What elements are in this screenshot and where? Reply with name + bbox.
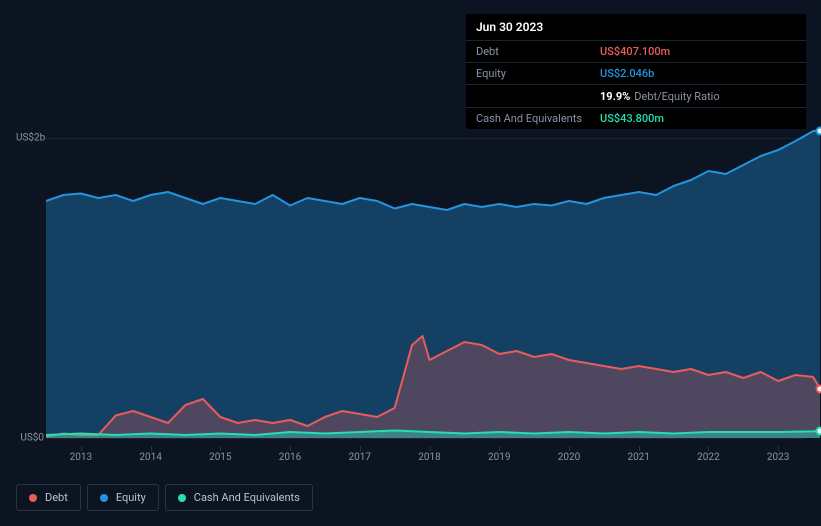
tooltip-row-value: US$2.046b xyxy=(600,67,654,80)
tooltip-row-label: Debt xyxy=(476,45,600,58)
x-axis-label: 2017 xyxy=(349,452,371,463)
chart-plot-area[interactable] xyxy=(46,138,820,438)
tooltip-row-value: US$407.100m xyxy=(600,45,670,58)
chart-svg xyxy=(46,138,820,438)
x-axis: 2013 2014 2015 2016 2017 2018 2019 2020 2021 2022… xyxy=(46,446,820,466)
tooltip-row: DebtUS$407.100m xyxy=(466,41,806,63)
tooltip-date: Jun 30 2023 xyxy=(466,14,806,41)
x-axis-label: 2015 xyxy=(209,452,231,463)
x-tick-mark xyxy=(151,446,152,451)
tooltip-row: EquityUS$2.046b xyxy=(466,63,806,85)
tooltip-row-label: Equity xyxy=(476,67,600,80)
chart-legend: Debt Equity Cash And Equivalents xyxy=(16,484,313,511)
x-axis-label: 2014 xyxy=(139,452,161,463)
x-axis-label: 2021 xyxy=(627,452,649,463)
y-axis-label: US$2b xyxy=(16,133,44,144)
legend-label: Cash And Equivalents xyxy=(194,491,300,504)
tooltip-ratio-value: 19.9% xyxy=(600,90,630,103)
tooltip-row: 19.9% Debt/Equity Ratio xyxy=(466,85,806,108)
series-end-marker-debt xyxy=(816,384,821,393)
chart-tooltip: Jun 30 2023 DebtUS$407.100mEquityUS$2.04… xyxy=(466,14,806,129)
series-end-marker-cash-and-equivalents xyxy=(816,426,821,435)
x-axis-label: 2022 xyxy=(697,452,719,463)
x-tick-mark xyxy=(81,446,82,451)
legend-label: Equity xyxy=(116,491,146,504)
x-tick-mark xyxy=(569,446,570,451)
x-tick-mark xyxy=(499,446,500,451)
x-axis-label: 2023 xyxy=(767,452,789,463)
legend-swatch xyxy=(100,494,108,502)
x-axis-label: 2019 xyxy=(488,452,510,463)
legend-item-cash-and-equivalents[interactable]: Cash And Equivalents xyxy=(165,484,313,511)
financial-chart[interactable]: US$2b US$0 2013 2014 2015 2016 2017 2018 2019 20… xyxy=(16,120,805,480)
x-tick-mark xyxy=(708,446,709,451)
x-axis-label: 2020 xyxy=(558,452,580,463)
x-tick-mark xyxy=(430,446,431,451)
x-tick-mark xyxy=(778,446,779,451)
legend-item-equity[interactable]: Equity xyxy=(87,484,159,511)
series-end-marker-equity xyxy=(816,126,821,135)
x-axis-label: 2016 xyxy=(279,452,301,463)
legend-label: Debt xyxy=(45,491,68,504)
x-axis-label: 2013 xyxy=(70,452,92,463)
tooltip-ratio-label: Debt/Equity Ratio xyxy=(634,90,719,103)
x-tick-mark xyxy=(290,446,291,451)
legend-item-debt[interactable]: Debt xyxy=(16,484,81,511)
y-axis-label: US$0 xyxy=(16,433,44,444)
y-gridline xyxy=(46,438,805,439)
x-tick-mark xyxy=(639,446,640,451)
legend-swatch xyxy=(29,494,37,502)
x-axis-label: 2018 xyxy=(418,452,440,463)
legend-swatch xyxy=(178,494,186,502)
tooltip-row-label xyxy=(476,89,600,103)
x-tick-mark xyxy=(220,446,221,451)
x-tick-mark xyxy=(360,446,361,451)
